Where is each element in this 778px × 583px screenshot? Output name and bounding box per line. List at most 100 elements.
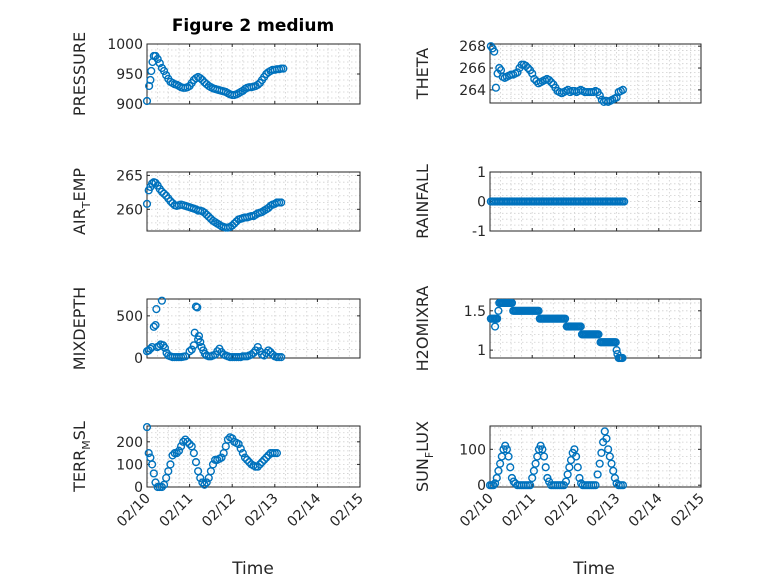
series-mixdepth <box>142 296 286 362</box>
data-point <box>607 459 616 468</box>
data-point <box>148 460 157 469</box>
series-theta <box>486 42 628 107</box>
y-tick-label: 1.5 <box>464 304 486 320</box>
data-point <box>260 455 269 464</box>
data-point <box>191 458 201 467</box>
data-point <box>531 459 540 468</box>
y-axis-label: SUNFLUX <box>413 421 436 492</box>
data-point <box>257 458 267 467</box>
data-point <box>142 96 152 106</box>
data-point <box>185 347 194 356</box>
data-point <box>573 463 582 472</box>
y-axis-label: MIXDEPTH <box>70 287 89 370</box>
data-point <box>547 78 556 87</box>
data-point <box>490 322 500 331</box>
data-point <box>243 455 252 464</box>
axes-box <box>146 171 361 232</box>
data-point <box>142 423 152 432</box>
data-point <box>193 303 202 312</box>
data-point <box>541 463 550 472</box>
data-point <box>277 353 286 362</box>
data-point <box>525 481 535 490</box>
data-point <box>255 460 264 469</box>
data-point <box>504 452 513 461</box>
data-point <box>618 481 628 490</box>
series-air-temp <box>142 178 286 232</box>
data-point <box>492 473 501 483</box>
data-point <box>157 482 167 492</box>
data-point <box>502 445 511 454</box>
data-point <box>234 439 243 449</box>
data-point <box>238 449 247 458</box>
data-point <box>174 446 184 455</box>
subplot-sun-flux: 0 100 02/10 02/11 02/12 02/13 02/14 02/15 SUNFLU… <box>413 421 708 530</box>
data-point <box>253 342 262 352</box>
data-point <box>151 321 160 330</box>
data-point <box>189 449 198 458</box>
data-point <box>217 453 226 462</box>
x-tick-label: 02/11 <box>157 491 197 531</box>
data-point <box>613 349 622 359</box>
data-point <box>523 63 533 73</box>
data-point <box>494 466 503 475</box>
data-point <box>200 480 209 489</box>
y-tick-label: 1 <box>477 343 486 359</box>
data-point <box>538 445 547 454</box>
data-point <box>262 453 271 462</box>
y-tick-label: 950 <box>116 67 143 83</box>
series-terr-msl <box>142 423 282 492</box>
subplot-pressure: 900 950 1000 PRESSURE <box>70 32 361 116</box>
axes-box <box>489 298 702 359</box>
data-point <box>236 444 245 453</box>
data-point <box>159 66 169 76</box>
series-rainfall <box>486 197 629 206</box>
y-axis-label: H2OMIXRA <box>413 286 432 372</box>
y-tick-label: 265 <box>116 168 143 184</box>
data-point <box>513 68 522 77</box>
x-tick-label: 02/15 <box>668 491 708 531</box>
y-tick-label: 260 <box>116 202 143 218</box>
data-point <box>530 74 539 84</box>
data-point <box>183 437 192 446</box>
x-tick-label: 02/13 <box>242 491 282 531</box>
y-tick-label: 266 <box>459 61 486 77</box>
x-tick-label: 02/12 <box>541 491 581 531</box>
data-point <box>595 91 604 100</box>
data-point <box>153 54 162 64</box>
data-point <box>544 75 554 85</box>
data-point <box>618 353 627 363</box>
data-point <box>198 75 207 85</box>
data-point <box>571 452 581 461</box>
data-point <box>159 189 169 198</box>
data-point <box>498 298 507 308</box>
data-point <box>152 305 161 314</box>
data-point <box>595 459 604 468</box>
x-tick-label: 02/13 <box>584 491 624 531</box>
data-point <box>506 463 515 472</box>
data-point <box>146 75 155 85</box>
data-point <box>142 199 152 208</box>
data-point <box>563 470 572 479</box>
grid-terr-msl <box>146 426 361 488</box>
data-point <box>591 481 600 490</box>
subplot-terr-msl: 0 100 200 02/10 02/11 02/12 02/13 02/14 02/15 TER… <box>70 421 367 530</box>
data-point <box>593 470 602 479</box>
data-point <box>187 345 196 354</box>
data-point <box>160 343 169 352</box>
grid-pressure <box>146 43 361 105</box>
data-point <box>594 330 603 339</box>
data-point <box>489 481 498 490</box>
data-point <box>495 63 504 73</box>
data-point <box>576 322 585 331</box>
data-point <box>565 463 574 472</box>
x-tick-label: 02/12 <box>199 491 239 531</box>
x-axis-label-left: Time <box>231 559 274 579</box>
data-point <box>144 449 153 458</box>
y-tick-label: 1 <box>477 165 486 181</box>
data-point <box>529 466 538 475</box>
data-point <box>612 346 621 355</box>
series-sun-flux <box>485 427 628 490</box>
data-point <box>208 460 218 469</box>
data-point <box>534 306 543 315</box>
